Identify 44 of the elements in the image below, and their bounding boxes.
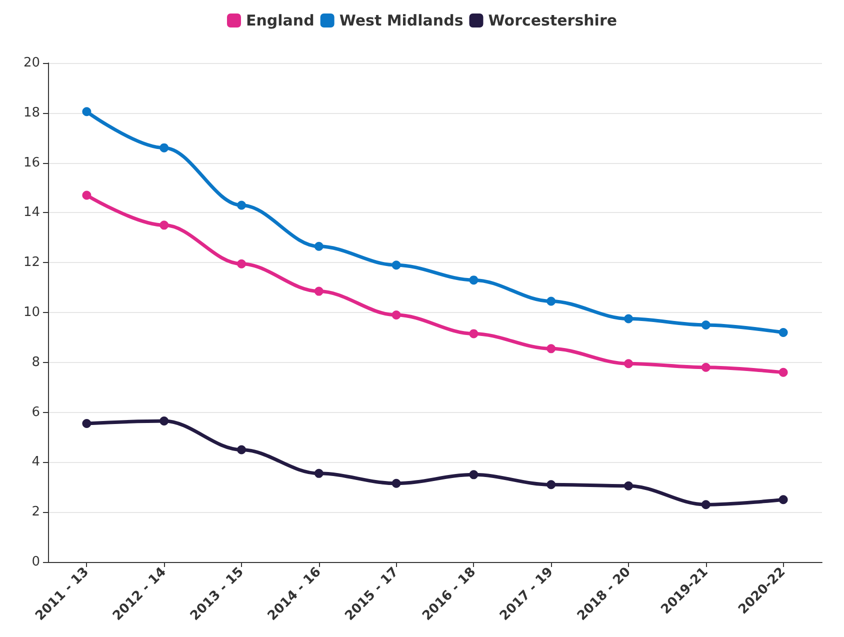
- point: [314, 468, 324, 478]
- y-tick-label: 8: [32, 354, 40, 370]
- point: [701, 362, 710, 372]
- y-tick-label: 14: [23, 205, 40, 220]
- y-tick-label: 10: [23, 305, 40, 320]
- point: [624, 314, 633, 324]
- legend-label: England: [246, 12, 314, 30]
- point: [237, 200, 246, 210]
- point: [778, 328, 788, 337]
- point: [160, 416, 169, 426]
- legend-label: Worcestershire: [488, 12, 618, 30]
- y-tick-label: 18: [23, 105, 40, 120]
- point: [469, 276, 478, 285]
- point: [82, 419, 92, 428]
- point: [546, 480, 556, 490]
- y-tick-label: 4: [32, 454, 40, 470]
- point: [392, 478, 401, 488]
- point: [392, 310, 401, 320]
- point: [314, 286, 324, 296]
- point: [469, 329, 478, 338]
- y-tick-label: 16: [23, 155, 40, 170]
- y-tick-label: 2: [32, 504, 40, 520]
- point: [546, 344, 556, 354]
- y-tick-label: 12: [23, 255, 40, 270]
- point: [160, 220, 169, 230]
- point: [82, 190, 92, 200]
- point: [237, 259, 246, 268]
- point: [546, 296, 556, 306]
- point: [469, 470, 478, 480]
- y-tick-label: 0: [32, 554, 40, 570]
- point: [624, 481, 633, 490]
- y-tick-label: 6: [32, 404, 40, 420]
- legend-label: West Midlands: [339, 12, 464, 30]
- point: [778, 495, 788, 504]
- point: [701, 500, 710, 510]
- point: [392, 260, 401, 270]
- y-tick-label: 20: [23, 56, 40, 70]
- point: [624, 359, 633, 368]
- point: [237, 445, 246, 454]
- point: [314, 242, 324, 251]
- point: [701, 320, 710, 330]
- point: [778, 368, 788, 377]
- point: [82, 107, 92, 116]
- point: [160, 143, 169, 152]
